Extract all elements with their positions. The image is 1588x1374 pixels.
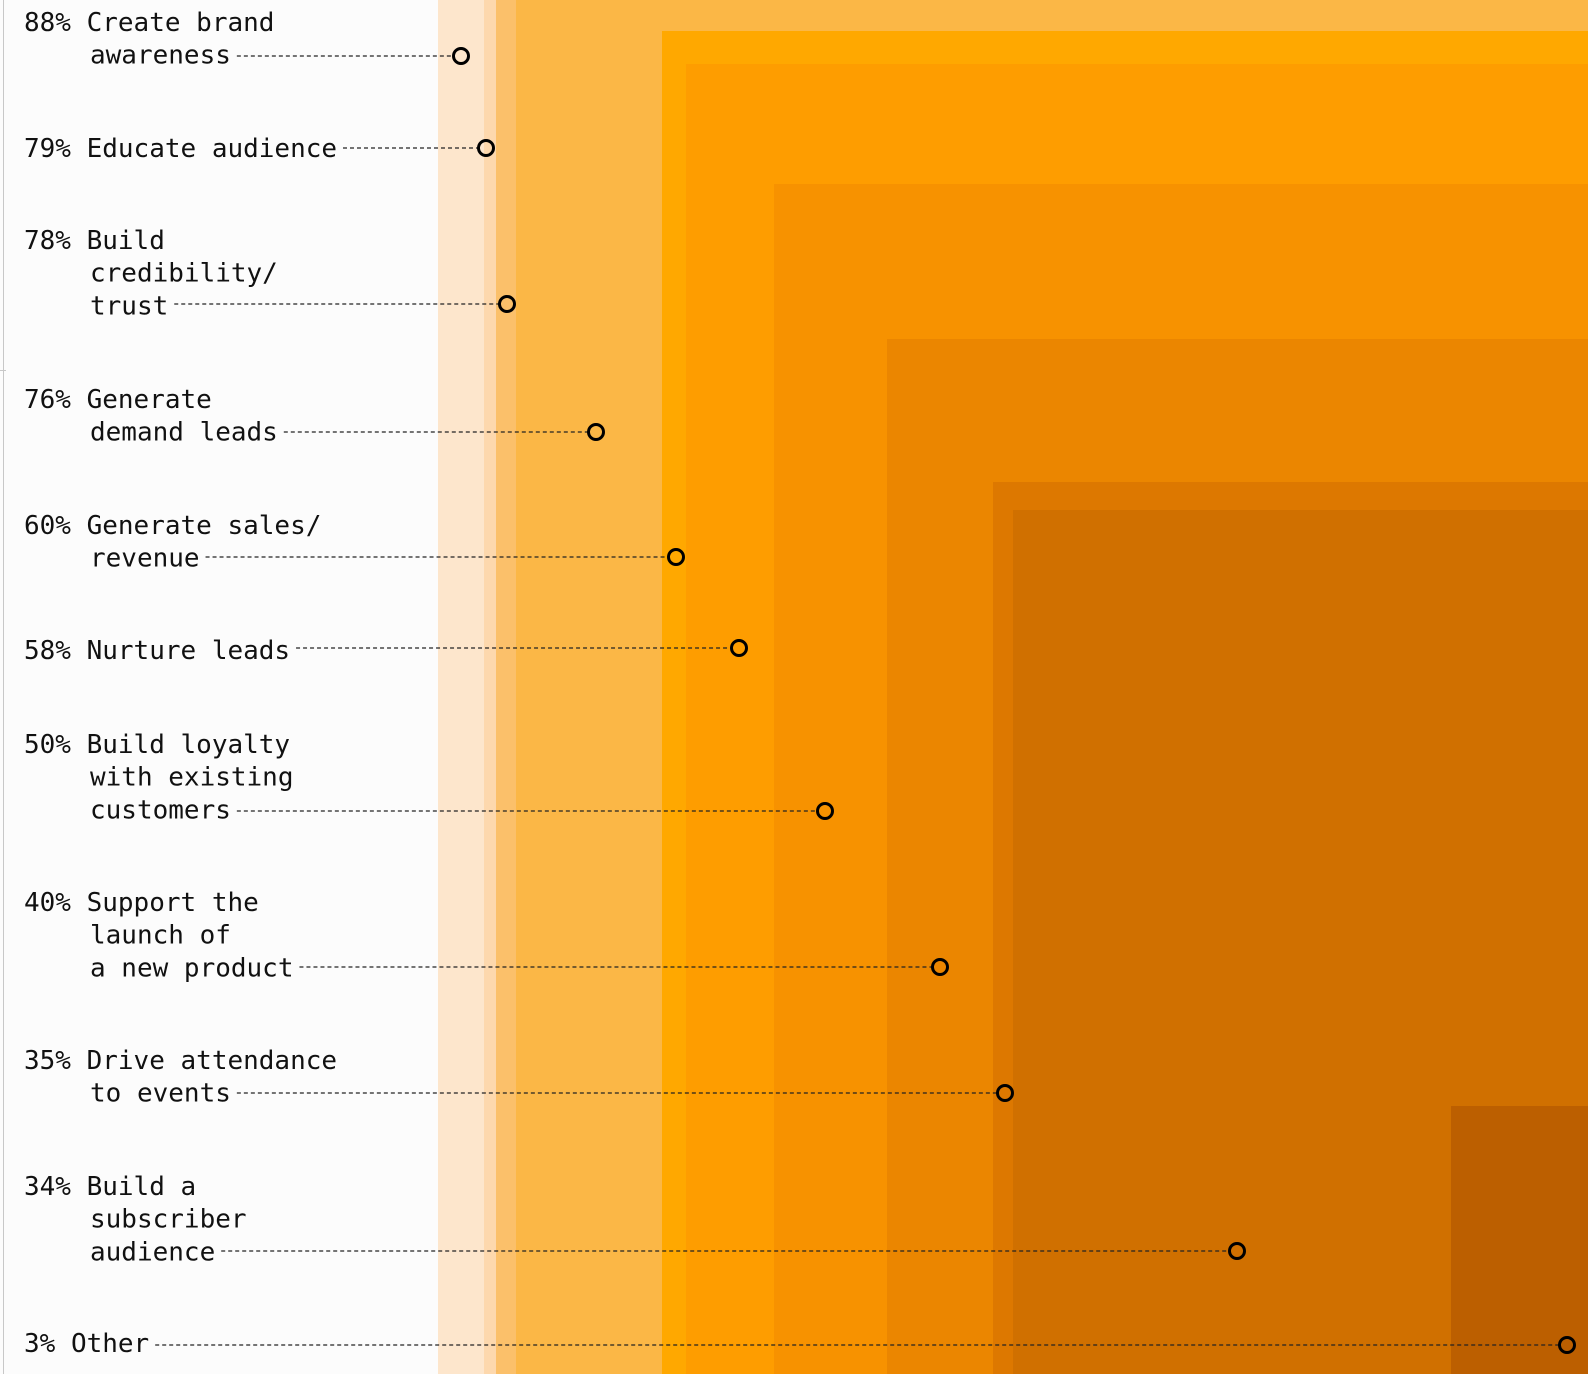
category-percent: 79% [24, 134, 71, 164]
category-label-line: awareness [90, 41, 231, 71]
category-percent: 58% [24, 636, 71, 666]
category-label-line: trust [90, 291, 168, 321]
left-edge-tick [0, 370, 6, 371]
category-label-line: Support the [87, 888, 259, 918]
area-square-11 [1451, 1106, 1588, 1374]
category-percent: 78% [24, 226, 71, 256]
corner-marker [587, 423, 605, 441]
category-percent: 76% [24, 385, 71, 415]
corner-marker [816, 802, 834, 820]
category-label-line: Build a [87, 1172, 197, 1202]
category-percent: 50% [24, 730, 71, 760]
corner-marker [452, 47, 470, 65]
category-label-line: Build loyalty [87, 730, 291, 760]
category-label-line: Create brand [87, 8, 275, 38]
category-label-line: to events [90, 1079, 231, 1109]
category-label-line: Build [87, 226, 165, 256]
category-percent: 60% [24, 511, 71, 541]
category-label-line: revenue [90, 544, 200, 574]
category-2: 79% Educate audience [24, 134, 495, 164]
category-label-line: subscriber [90, 1205, 247, 1235]
corner-marker [996, 1084, 1014, 1102]
category-label-line: Generate sales/ [87, 511, 322, 541]
category-label-line: Generate [87, 385, 212, 415]
category-label-line: with existing [90, 763, 294, 793]
category-label-line: credibility/ [90, 259, 278, 289]
category-percent: 3% [24, 1329, 56, 1359]
category-5: 60% Generate sales/revenue [24, 511, 685, 574]
category-label-line: audience [90, 1237, 215, 1267]
category-label-line: Other [71, 1329, 149, 1359]
category-label-line: launch of [90, 921, 231, 951]
category-label-line: Drive attendance [87, 1046, 337, 1076]
corner-marker [477, 139, 495, 157]
category-percent: 35% [24, 1046, 71, 1076]
left-edge-line [3, 0, 4, 1374]
category-11: 3% Other [24, 1329, 1576, 1359]
corner-marker [730, 639, 748, 657]
category-label-line: demand leads [90, 418, 278, 448]
category-label-line: a new product [90, 953, 294, 983]
corner-marker [1228, 1242, 1246, 1260]
category-percent: 40% [24, 888, 71, 918]
category-percent: 34% [24, 1172, 71, 1202]
corner-marker [667, 548, 685, 566]
category-label-line: Educate audience [87, 134, 337, 164]
corner-marker [1558, 1336, 1576, 1354]
corner-marker [931, 958, 949, 976]
category-label-line: Nurture leads [87, 636, 291, 666]
corner-marker [498, 295, 516, 313]
category-6: 58% Nurture leads [24, 636, 748, 666]
category-percent: 88% [24, 8, 71, 38]
category-label-line: customers [90, 795, 231, 825]
